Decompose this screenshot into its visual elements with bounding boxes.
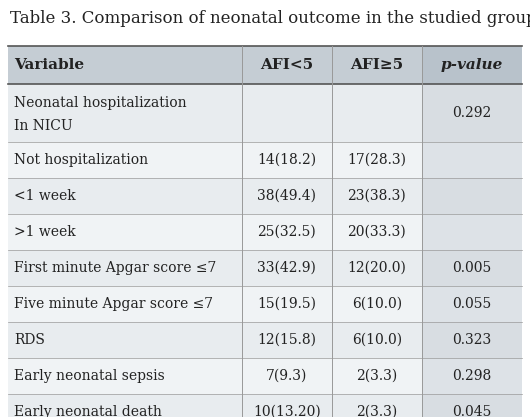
Text: 23(38.3): 23(38.3) xyxy=(348,189,406,203)
Text: 25(32.5): 25(32.5) xyxy=(258,225,316,239)
Text: 14(18.2): 14(18.2) xyxy=(257,153,316,167)
Text: 17(28.3): 17(28.3) xyxy=(347,153,407,167)
Text: 0.055: 0.055 xyxy=(452,297,491,311)
Bar xyxy=(422,322,522,358)
Text: >1 week: >1 week xyxy=(14,225,76,239)
Bar xyxy=(422,286,522,322)
Text: 33(42.9): 33(42.9) xyxy=(258,261,316,275)
Text: First minute Apgar score ≤7: First minute Apgar score ≤7 xyxy=(14,261,216,275)
Bar xyxy=(8,178,522,214)
Bar xyxy=(422,394,522,417)
Text: Table 3. Comparison of neonatal outcome in the studied groups: Table 3. Comparison of neonatal outcome … xyxy=(10,10,530,27)
Text: 38(49.4): 38(49.4) xyxy=(258,189,316,203)
Text: 12(15.8): 12(15.8) xyxy=(258,333,316,347)
Text: Five minute Apgar score ≤7: Five minute Apgar score ≤7 xyxy=(14,297,213,311)
Bar xyxy=(422,214,522,250)
Text: 0.323: 0.323 xyxy=(452,333,491,347)
Text: RDS: RDS xyxy=(14,333,45,347)
Bar xyxy=(8,358,522,394)
Text: 2(3.3): 2(3.3) xyxy=(356,405,398,417)
Bar xyxy=(8,214,522,250)
Text: 7(9.3): 7(9.3) xyxy=(266,369,307,383)
Bar xyxy=(422,178,522,214)
Bar xyxy=(8,250,522,286)
Text: p-value: p-value xyxy=(441,58,503,72)
Text: 0.298: 0.298 xyxy=(452,369,491,383)
Bar xyxy=(8,322,522,358)
Text: 2(3.3): 2(3.3) xyxy=(356,369,398,383)
Text: 20(33.3): 20(33.3) xyxy=(348,225,406,239)
Text: 10(13.20): 10(13.20) xyxy=(253,405,321,417)
Text: AFI<5: AFI<5 xyxy=(260,58,313,72)
Bar xyxy=(8,142,522,178)
Text: <1 week: <1 week xyxy=(14,189,76,203)
Text: 0.292: 0.292 xyxy=(452,106,491,120)
Text: 12(20.0): 12(20.0) xyxy=(347,261,406,275)
Bar xyxy=(8,46,522,84)
Text: 6(10.0): 6(10.0) xyxy=(352,297,402,311)
Text: Not hospitalization: Not hospitalization xyxy=(14,153,148,167)
Bar xyxy=(8,286,522,322)
Bar xyxy=(422,84,522,142)
Text: 6(10.0): 6(10.0) xyxy=(352,333,402,347)
Bar xyxy=(422,142,522,178)
Text: In NICU: In NICU xyxy=(14,119,73,133)
Text: 0.005: 0.005 xyxy=(452,261,491,275)
Bar xyxy=(422,250,522,286)
Text: 0.045: 0.045 xyxy=(452,405,491,417)
Text: AFI≥5: AFI≥5 xyxy=(350,58,403,72)
Text: Early neonatal death: Early neonatal death xyxy=(14,405,162,417)
Bar xyxy=(8,84,522,142)
Bar xyxy=(422,46,522,84)
Text: Early neonatal sepsis: Early neonatal sepsis xyxy=(14,369,165,383)
Bar xyxy=(422,358,522,394)
Text: Neonatal hospitalization: Neonatal hospitalization xyxy=(14,96,187,110)
Bar xyxy=(8,394,522,417)
Text: 15(19.5): 15(19.5) xyxy=(258,297,316,311)
Text: Variable: Variable xyxy=(14,58,84,72)
